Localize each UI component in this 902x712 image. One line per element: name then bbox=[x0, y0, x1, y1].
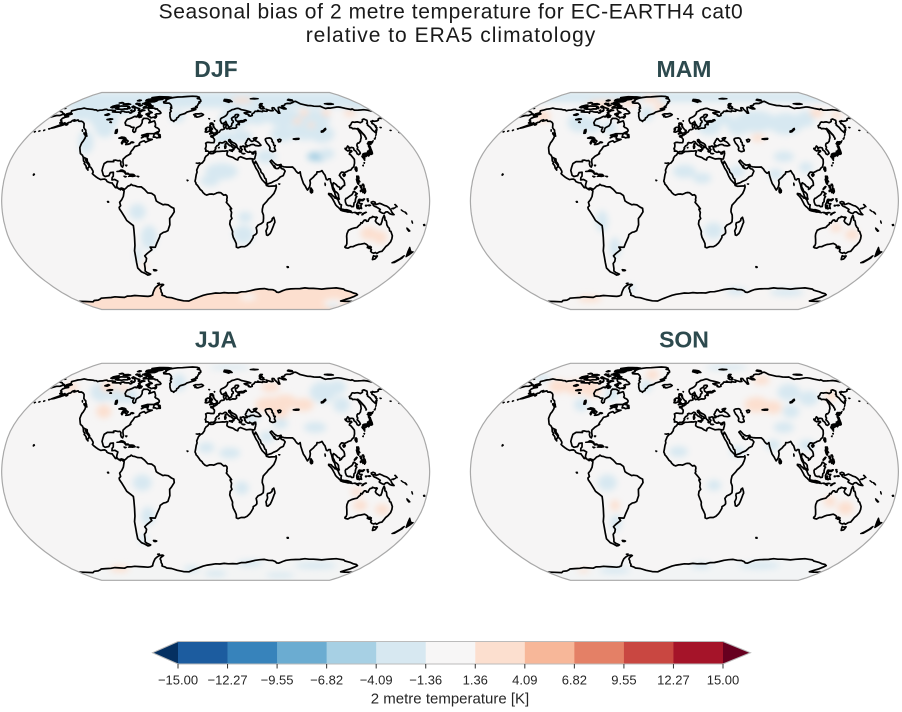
svg-text:12.27: 12.27 bbox=[657, 673, 690, 688]
svg-text:JJA: JJA bbox=[195, 327, 237, 353]
svg-text:2 metre temperature [K]: 2 metre temperature [K] bbox=[371, 691, 529, 708]
svg-text:−12.27: −12.27 bbox=[207, 673, 247, 688]
svg-text:MAM: MAM bbox=[657, 56, 712, 82]
svg-text:−4.09: −4.09 bbox=[360, 673, 393, 688]
svg-text:4.09: 4.09 bbox=[512, 673, 537, 688]
svg-text:Seasonal bias of 2 metre tempe: Seasonal bias of 2 metre temperature for… bbox=[159, 0, 744, 23]
svg-text:SON: SON bbox=[659, 327, 709, 353]
svg-text:−6.82: −6.82 bbox=[310, 673, 343, 688]
svg-text:15.00: 15.00 bbox=[707, 673, 740, 688]
svg-text:relative to ERA5 climatology: relative to ERA5 climatology bbox=[306, 24, 597, 47]
svg-text:−15.00: −15.00 bbox=[158, 673, 198, 688]
svg-text:9.55: 9.55 bbox=[611, 673, 636, 688]
svg-text:6.82: 6.82 bbox=[562, 673, 587, 688]
svg-text:1.36: 1.36 bbox=[463, 673, 488, 688]
svg-text:DJF: DJF bbox=[194, 56, 237, 82]
svg-text:−1.36: −1.36 bbox=[409, 673, 442, 688]
svg-text:−9.55: −9.55 bbox=[261, 673, 294, 688]
